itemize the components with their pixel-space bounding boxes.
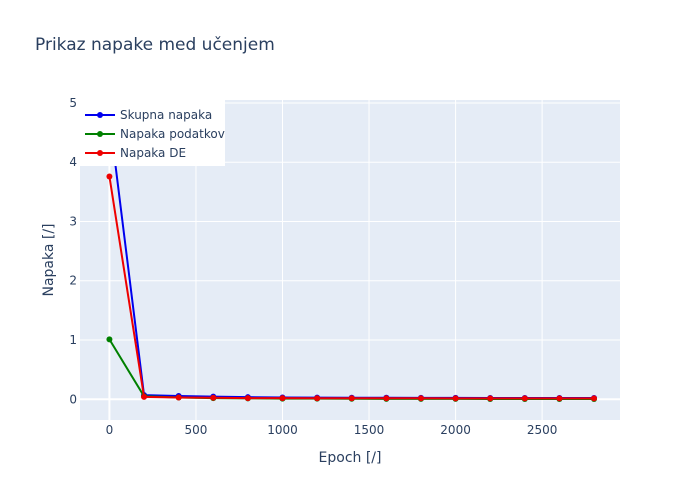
y-axis-title: Napaka [/]: [41, 223, 57, 296]
legend-label: Napaka DE: [120, 146, 186, 160]
data-point: [452, 395, 459, 402]
y-tick-label: 4: [69, 155, 77, 169]
y-tick-label: 1: [69, 333, 77, 347]
data-point: [521, 395, 528, 402]
data-point: [591, 395, 598, 402]
legend-swatch-marker: [97, 150, 103, 156]
series-2: [106, 173, 598, 402]
data-point: [244, 395, 251, 402]
x-tick-label: 500: [185, 423, 208, 437]
data-point: [348, 395, 355, 402]
data-point: [106, 173, 113, 180]
ticks: 0 500 1000 1500 2000 2500 0 1 2 3 4 5: [69, 96, 557, 437]
legend-label: Napaka podatkov: [120, 127, 225, 141]
y-tick-label: 3: [69, 214, 77, 228]
data-point: [383, 395, 390, 402]
data-point: [141, 393, 148, 400]
data-point: [556, 395, 563, 402]
x-tick-label: 2000: [440, 423, 471, 437]
y-tick-label: 5: [69, 96, 77, 110]
y-tick-label: 0: [69, 392, 77, 406]
legend-swatch-marker: [97, 131, 103, 137]
data-point: [106, 336, 113, 343]
data-point: [175, 394, 182, 401]
x-tick-label: 1500: [354, 423, 385, 437]
x-tick-label: 1000: [267, 423, 298, 437]
data-point: [487, 395, 494, 402]
x-tick-label: 0: [106, 423, 114, 437]
legend-swatch-marker: [97, 112, 103, 118]
legend-item[interactable]: Skupna napaka: [85, 108, 212, 122]
data-point: [417, 395, 424, 402]
legend[interactable]: Skupna napaka Napaka podatkov Napaka DE: [80, 100, 225, 166]
legend-item[interactable]: Napaka DE: [85, 146, 186, 160]
legend-item[interactable]: Napaka podatkov: [85, 127, 225, 141]
x-axis-title: Epoch [/]: [319, 450, 382, 466]
data-point: [279, 395, 286, 402]
chart-title: Prikaz napake med učenjem: [35, 35, 275, 55]
series-layer: [106, 113, 598, 402]
x-tick-label: 2500: [527, 423, 558, 437]
y-tick-label: 2: [69, 274, 77, 288]
legend-label: Skupna napaka: [120, 108, 212, 122]
data-point: [314, 395, 321, 402]
data-point: [210, 394, 217, 401]
